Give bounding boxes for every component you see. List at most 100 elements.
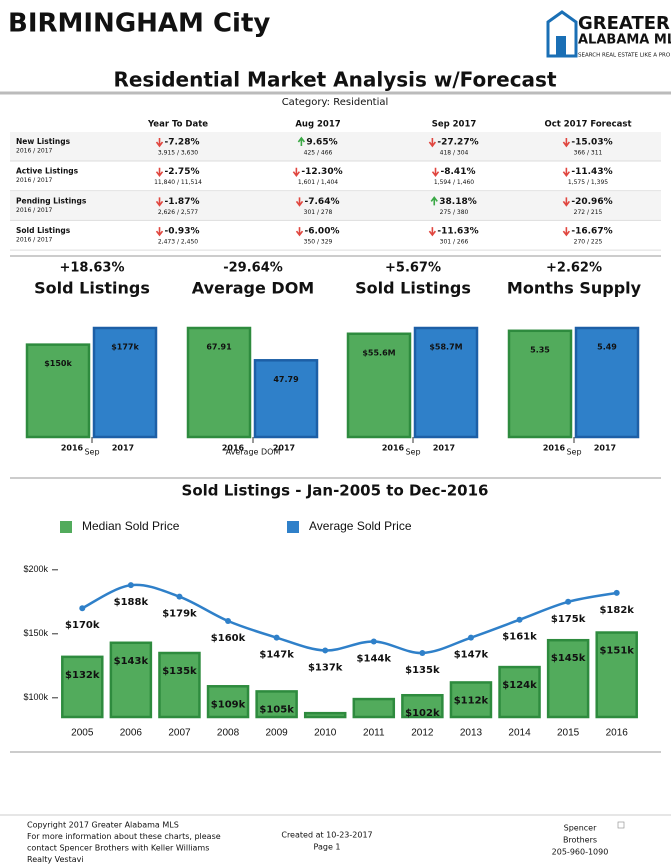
data-label: $147k: [454, 650, 489, 661]
change: -11.43%: [571, 167, 612, 177]
bar: [413, 326, 479, 439]
detail: 1,575 / 1,395: [568, 179, 608, 186]
row-sub: 2016 / 2017: [16, 237, 53, 244]
y-tick-label: $100k: [23, 692, 48, 702]
footer-text: Spencer: [564, 824, 597, 833]
bar: [401, 693, 444, 719]
x-tick-label: 2016: [222, 444, 245, 453]
point: [127, 582, 134, 589]
bar: [109, 641, 153, 719]
change: -20.96%: [571, 197, 612, 207]
detail: 1,594 / 1,460: [434, 179, 474, 186]
detail: 425 / 466: [304, 150, 333, 157]
detail: 366 / 311: [574, 150, 603, 157]
x-tick-label: 2017: [273, 444, 295, 453]
point: [176, 593, 183, 600]
trend-arrow: [295, 227, 304, 237]
data-label: $161k: [502, 632, 537, 643]
detail: 3,915 / 3,630: [158, 150, 198, 157]
detail: 270 / 225: [574, 239, 603, 246]
logo-tagline: SEARCH REAL ESTATE LIKE A PRO: [578, 53, 671, 59]
trend-arrow: [295, 197, 304, 207]
point: [565, 598, 572, 605]
trend-arrow: [297, 136, 306, 146]
x-tick-label: 2012: [411, 728, 434, 739]
trend-arrow: [155, 197, 164, 207]
legend-swatch: [287, 521, 299, 533]
trend-arrow: [428, 227, 437, 237]
data-label: $151k: [599, 646, 634, 657]
trend-arrow: [562, 197, 571, 207]
footer-text: For more information about these charts,…: [27, 832, 221, 841]
trend-arrow: [428, 138, 437, 148]
point: [225, 618, 232, 624]
bar: [186, 326, 252, 439]
chart-title: Sold Listings: [34, 279, 150, 298]
x-axis-label: Average DOM: [226, 448, 281, 457]
footer-text: Copyright 2017 Greater Alabama MLS: [27, 821, 179, 830]
category: Category: Residential: [282, 97, 389, 108]
city-title: BIRMINGHAM City: [8, 9, 270, 39]
logo-house: [546, 10, 578, 58]
data-label: $58.7M: [429, 343, 462, 352]
detail: 418 / 304: [440, 150, 469, 157]
row-background: [10, 132, 661, 161]
data-label: $150k: [44, 359, 72, 368]
detail: 272 / 215: [574, 209, 603, 216]
change: -8.41%: [441, 167, 476, 177]
change: -6.00%: [305, 227, 340, 237]
trend-arrow: [562, 227, 571, 237]
row-label: Pending Listings: [16, 196, 87, 205]
icon: [617, 821, 625, 829]
change: +2.62%: [546, 261, 602, 276]
column-header: Oct 2017 Forecast: [544, 120, 631, 130]
data-label: $112k: [454, 695, 489, 706]
change: -11.63%: [437, 227, 478, 237]
x-tick-label: 2010: [314, 728, 337, 739]
chart-title: Sold Listings: [355, 279, 471, 298]
data-label: $105k: [259, 704, 294, 715]
data-label: 47.79: [273, 375, 299, 384]
data-label: 5.49: [597, 343, 617, 352]
bar: [449, 681, 493, 719]
x-tick-label: 2007: [168, 728, 191, 739]
change: -1.87%: [165, 197, 200, 207]
column-header: Sep 2017: [432, 120, 477, 130]
bar: [595, 631, 638, 719]
point: [79, 605, 86, 612]
bar: [158, 651, 201, 719]
x-axis-label: Sep: [405, 448, 420, 457]
change: -29.64%: [223, 261, 283, 276]
data-label: $144k: [357, 653, 392, 664]
x-tick-label: 2015: [557, 728, 580, 739]
change: -27.27%: [437, 138, 478, 148]
detail: 301 / 266: [440, 239, 469, 246]
x-axis-label: Sep: [566, 448, 581, 457]
data-label: $55.6M: [362, 348, 395, 357]
bar: [25, 343, 91, 439]
footer-text: Page 1: [314, 843, 341, 852]
change: +18.63%: [59, 261, 124, 276]
x-tick-label: 2017: [594, 444, 616, 453]
change: -15.03%: [571, 138, 612, 148]
data-label: $175k: [551, 614, 586, 625]
data-label: $170k: [65, 620, 100, 631]
trend-arrow: [155, 138, 164, 148]
footer-text: 205-960-1090: [552, 848, 609, 857]
x-axis-label: Sep: [84, 448, 99, 457]
change: -2.75%: [165, 167, 200, 177]
footer-text: Realty Vestavi: [27, 855, 84, 864]
detail: 275 / 380: [440, 209, 469, 216]
x-tick-label: 2016: [61, 444, 84, 453]
row-sub: 2016 / 2017: [16, 177, 53, 184]
y-tick-label: $200k: [23, 564, 48, 574]
data-label: $137k: [308, 662, 343, 673]
legend-label: Average Sold Price: [309, 519, 412, 533]
logo-text: ALABAMA MLS: [578, 33, 671, 48]
detail: 2,473 / 2,450: [158, 239, 198, 246]
legend-label: Median Sold Price: [82, 519, 180, 533]
point: [322, 647, 329, 654]
row-background: [10, 161, 661, 191]
x-tick-label: 2005: [71, 728, 94, 739]
bar: [498, 665, 541, 719]
